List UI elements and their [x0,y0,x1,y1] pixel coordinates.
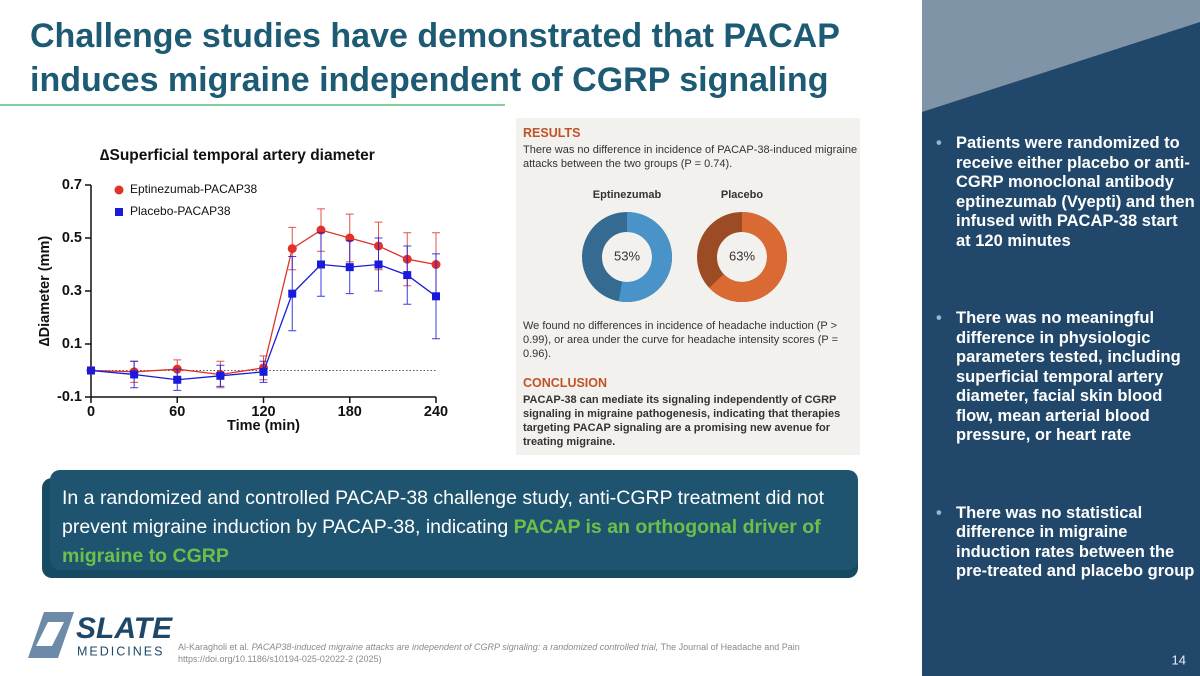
citation-doi: https://doi.org/10.1186/s10194-025-02022… [178,654,382,664]
slide-title: Challenge studies have demonstrated that… [30,17,840,99]
bullet: There was no meaningful difference in ph… [934,309,1196,446]
donut-value: 63% [729,248,755,263]
point [403,271,412,280]
chart-title: ∆Superficial temporal artery diameter [100,147,375,164]
sidebar-bullets: Patients were randomized to receive eith… [934,134,1196,582]
point [216,371,225,380]
logo-name: SLATE [76,612,173,645]
donut-arc [709,212,787,302]
legend-marker [114,185,124,195]
point [130,370,139,379]
conclusion-text: PACAP-38 can mediate its signaling indep… [523,394,841,448]
findings-text: We found no differences in incidence of … [523,320,839,360]
callout-body: In a randomized and controlled PACAP-38 … [62,487,825,538]
citation-authors: Al-Karagholi et al. [178,642,250,652]
point [317,260,325,269]
results-panel [516,118,860,455]
bullet: Patients were randomized to receive eith… [934,134,1196,251]
y-tick-label: 0.5 [62,230,82,246]
citation-journal: The Journal of Headache and Pain [660,642,800,652]
bullet: There was no statistical difference in m… [934,504,1196,582]
point [287,244,297,254]
x-axis-label: Time (min) [227,418,300,434]
donut-label: Placebo [721,189,763,201]
point [87,366,95,375]
page-number: 14 [1172,652,1186,667]
series-line [90,229,437,376]
legend-label: Eptinezumab-PACAP38 [130,182,258,196]
point [259,367,268,376]
callout-highlight: PACAP is an orthogonal driver of migrain… [62,516,821,567]
results-heading: RESULTS [523,126,581,140]
donut-label: Eptinezumab [593,189,662,201]
logo-mark-cut [36,622,64,646]
x-tick-label: 120 [251,404,275,420]
results-text: There was no difference in incidence of … [523,144,858,170]
citation-article: PACAP38-induced migraine attacks are ind… [251,642,659,652]
conclusion-heading: CONCLUSION [523,376,608,390]
point [432,292,440,301]
y-tick-label: 0.7 [62,177,82,193]
legend-marker [115,208,123,216]
donut-value: 53% [614,248,640,263]
x-tick-label: 0 [87,404,95,420]
point [288,289,297,298]
y-tick-label: 0.3 [62,283,82,299]
point [173,375,182,384]
y-axis-label: ∆Diameter (mm) [37,236,53,347]
x-tick-label: 240 [424,404,448,420]
callout-text: In a randomized and controlled PACAP-38 … [62,484,842,571]
x-tick-label: 180 [338,404,362,420]
logo-subtitle: MEDICINES [77,644,164,658]
callout-box [50,470,858,570]
point [374,260,383,269]
legend-label: Placebo-PACAP38 [130,204,231,218]
y-tick-label: -0.1 [57,389,82,405]
donut-arc [618,212,672,302]
citation: Al-Karagholi et al. PACAP38-induced migr… [178,641,878,665]
y-tick-label: 0.1 [62,336,82,352]
point [345,263,354,272]
x-tick-label: 60 [169,404,185,420]
